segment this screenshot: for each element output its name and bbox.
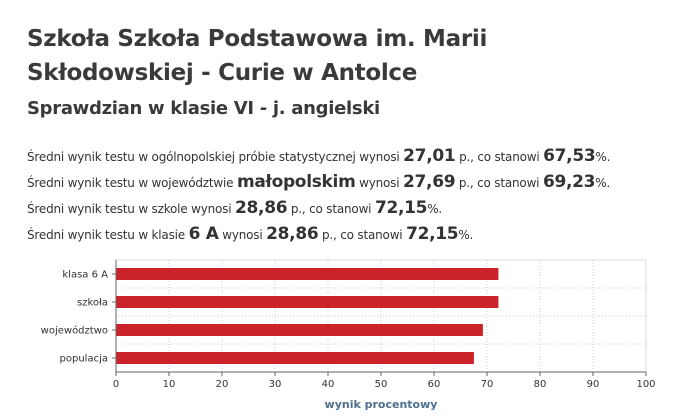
chart-category-labels: klasa 6 A szkoła województwo populacja [41, 270, 108, 365]
page-title: Szkoła Szkoła Podstawowa im. Marii Skłod… [27, 26, 488, 86]
stat-region-prefix: Średni wynik testu w województwie [27, 176, 234, 190]
stat-class-unit: p., co stanowi [322, 228, 403, 242]
stat-region-percent: 69,23 [542, 172, 596, 192]
chart-x-axis-label: wynik procentowy [325, 398, 438, 411]
chart-category-label: populacja [60, 354, 108, 365]
stat-region: Średni wynik testu w województwie małopo… [27, 169, 667, 195]
stat-region-unit: p., co stanowi [458, 176, 540, 190]
stat-region-score: 27,69 [402, 172, 456, 192]
stat-class-pct-sign: %. [458, 228, 474, 242]
stat-school-unit: p., co stanowi [290, 202, 372, 216]
chart-bar [116, 268, 499, 280]
chart-tick-label: 20 [216, 379, 229, 390]
chart-bar [116, 296, 499, 308]
stats-list: Średni wynik testu w ogólnopolskiej prób… [27, 143, 667, 247]
chart-tick-label: 10 [163, 379, 176, 390]
stat-class-prefix: Średni wynik testu w klasie [27, 228, 185, 242]
stat-national-unit: p., co stanowi [459, 150, 540, 164]
chart-category-label: klasa 6 A [62, 270, 108, 281]
chart-category-label: województwo [41, 325, 108, 337]
stat-region-pct-sign: %. [595, 176, 611, 190]
stat-school-score: 28,86 [234, 198, 288, 218]
results-bar-chart: klasa 6 A szkoła województwo populacja 0 10 2… [41, 259, 656, 411]
stat-national-score: 27,01 [403, 146, 456, 166]
stat-school: Średni wynik testu w szkole wynosi 28,86… [27, 195, 667, 221]
chart-tick-label: 50 [375, 379, 388, 390]
chart-tick-labels: 0 10 20 30 40 50 60 70 80 90 100 [113, 379, 656, 390]
stat-school-percent: 72,15 [374, 198, 428, 218]
chart-tick-label: 30 [269, 379, 282, 390]
stat-class: Średni wynik testu w klasie 6 A wynosi 2… [27, 221, 667, 247]
chart-tick-label: 40 [322, 379, 335, 390]
page-subtitle: Sprawdzian w klasie VI - j. angielski [27, 98, 380, 119]
stat-class-mid: wynosi [222, 228, 263, 242]
chart-tick-label: 80 [534, 379, 547, 390]
stat-school-prefix: Średni wynik testu w szkole wynosi [27, 202, 232, 216]
stat-region-mid: wynosi [359, 176, 400, 190]
chart-tick-label: 70 [481, 379, 494, 390]
stat-national: Średni wynik testu w ogólnopolskiej prób… [27, 143, 667, 169]
chart-tick-label: 100 [636, 379, 655, 390]
chart-bar [116, 324, 483, 336]
chart-tick-label: 90 [587, 379, 600, 390]
stat-national-percent: 67,53 [543, 146, 596, 166]
stat-school-pct-sign: %. [427, 202, 443, 216]
stat-class-name: 6 A [188, 224, 219, 244]
chart-tick-label: 0 [113, 379, 119, 390]
stat-national-prefix: Średni wynik testu w ogólnopolskiej prób… [27, 150, 400, 164]
stat-region-name: małopolskim [236, 172, 356, 192]
chart-category-label: szkoła [77, 298, 108, 309]
chart-bar [116, 352, 474, 364]
chart-bars [116, 268, 499, 364]
chart-tick-label: 60 [428, 379, 441, 390]
stat-class-score: 28,86 [266, 224, 319, 244]
stat-class-percent: 72,15 [406, 224, 459, 244]
stat-national-pct-sign: %. [595, 150, 611, 164]
chart-axis [112, 260, 647, 376]
